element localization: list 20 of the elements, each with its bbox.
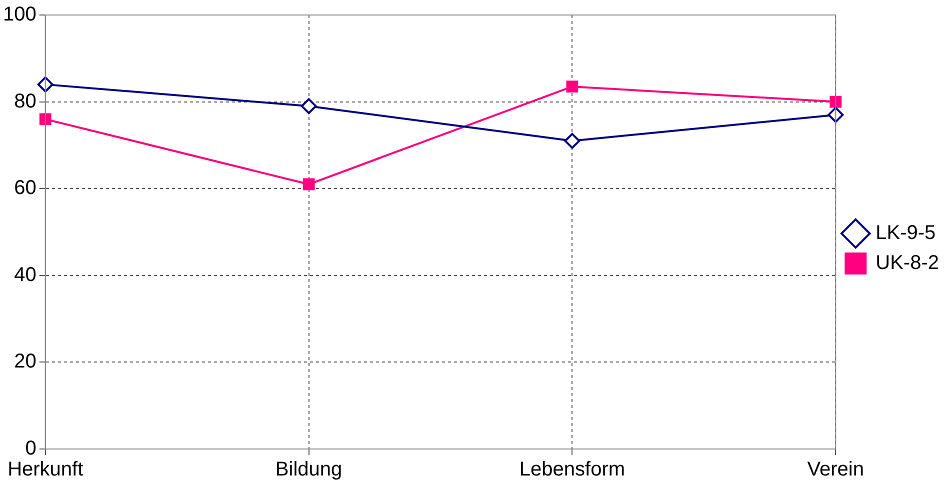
y-tick-label: 100: [2, 4, 36, 26]
point: [37, 76, 54, 92]
point: [830, 96, 842, 108]
point: [564, 132, 580, 149]
point: [300, 98, 317, 114]
point: [566, 80, 578, 93]
y-tick-label: 20: [14, 350, 36, 373]
point: [828, 106, 844, 123]
point: [39, 113, 52, 126]
point: [302, 178, 315, 190]
y-tick-label: 80: [14, 90, 36, 112]
y-tick-label: 40: [14, 264, 36, 286]
x-tick-label: Bildung: [275, 458, 342, 481]
x-tick-label: Herkunft: [8, 458, 84, 481]
legend-label: LK-9-5: [876, 222, 936, 244]
x-tick-label: Lebensform: [519, 458, 626, 481]
legend-label: UK-8-2: [876, 252, 940, 274]
y-tick-label: 0: [25, 438, 36, 460]
y-tick-label: 60: [14, 177, 36, 200]
x-tick-label: Verein: [807, 458, 864, 481]
